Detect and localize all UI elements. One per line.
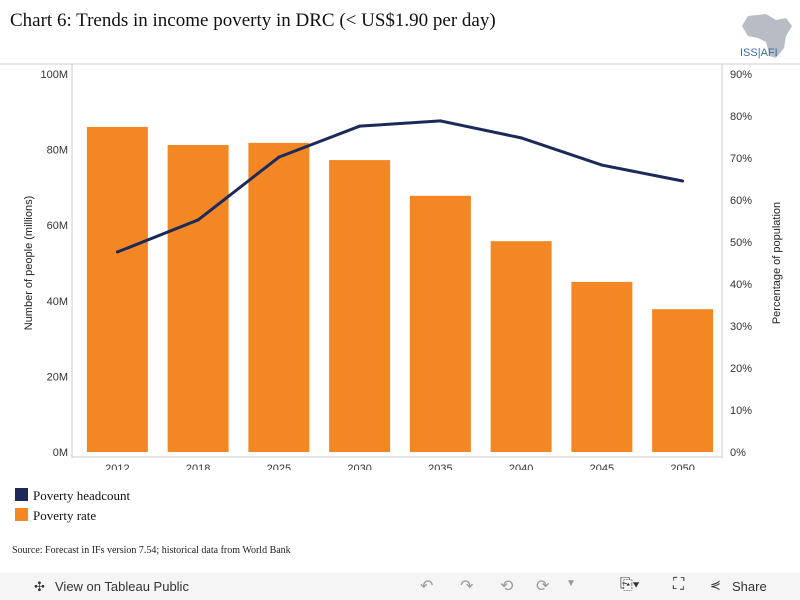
y-right-tick-label: 30% [730,321,752,333]
x-tick-label: 2040 [509,463,533,470]
x-tick-label: 2035 [428,463,452,470]
y-left-tick-label: 60M [47,220,68,232]
bar-2040 [490,241,552,452]
x-tick-label: 2012 [105,463,129,470]
refresh-icon[interactable]: ⟳ [536,578,550,595]
bar-2050 [652,309,714,452]
more-chevron-icon[interactable]: ▼ [566,578,576,589]
y-right-tick-label: 60% [730,195,752,207]
line-point-2025 [277,155,281,159]
y-right-tick-label: 90% [730,69,752,81]
svg-text:ISS|AFI: ISS|AFI [740,47,778,59]
x-tick-label: 2045 [590,463,614,470]
undo-icon[interactable]: ↶ [420,578,434,595]
line-point-2040 [519,136,523,140]
legend-swatch [15,488,28,501]
legend-swatch [15,508,28,521]
line-point-2050 [681,179,685,183]
y-right-tick-label: 70% [730,153,752,165]
bar-2012 [86,126,148,453]
tableau-toolbar: ✣ View on Tableau Public ↶ ↷ ⟲ ⟳ ▼ ⎘▾ ⛶ … [0,573,800,600]
y-left-axis-title: Number of people (millions) [23,196,35,331]
bar-2035 [409,195,471,453]
redo-icon[interactable]: ↷ [460,578,474,595]
legend-item-rate[interactable]: Poverty rate [15,508,96,524]
y-left-tick-label: 40M [47,296,68,308]
y-right-axis-title: Percentage of population [771,202,783,324]
share-icon[interactable]: ⋞ [710,577,721,592]
fullscreen-icon[interactable]: ⛶ [673,576,685,593]
line-point-2012 [115,250,119,254]
iss-africa-logo: ISS|AFI [740,14,792,59]
y-left-tick-label: 0M [53,447,68,459]
bar-2045 [571,281,633,452]
chart-area: 0M 20M 40M 60M 80M 100M 0% 10% 20% 30% 40% 50% 60% 70… [0,63,800,470]
tableau-icon: ✣ [34,579,45,594]
y-right-tick-label: 80% [730,111,752,123]
bar-2030 [329,160,391,452]
y-left-tick-label: 100M [40,69,68,81]
y-right-tick-label: 0% [730,447,746,459]
x-tick-label: 2025 [267,463,291,470]
x-tick-label: 2050 [670,463,694,470]
download-icon[interactable]: ⎘▾ [620,576,640,593]
line-point-2030 [358,124,362,128]
revert-icon[interactable]: ⟲ [500,578,514,595]
bar-2025 [248,142,310,452]
share-button[interactable]: Share [732,579,767,594]
bar-2018 [167,144,229,453]
line-point-2045 [600,163,604,167]
legend-label: Poverty rate [33,508,97,523]
x-tick-label: 2018 [186,463,210,470]
y-right-tick-label: 50% [730,237,752,249]
source-note: Source: Forecast in IFs version 7.54; hi… [12,545,291,556]
headcount-line [116,119,683,254]
line-point-2018 [196,218,200,222]
view-on-tableau-link[interactable]: View on Tableau Public [55,579,189,594]
line-point-2035 [438,119,442,123]
y-right-tick-label: 20% [730,363,752,375]
y-right-tick-label: 10% [730,405,752,417]
x-tick-label: 2030 [347,463,371,470]
legend-label: Poverty headcount [33,488,131,503]
y-left-tick-label: 20M [47,371,68,383]
legend-item-headcount[interactable]: Poverty headcount [15,488,130,504]
y-right-tick-label: 40% [730,279,752,291]
chart-title: Chart 6: Trends in income poverty in DRC… [10,10,496,31]
y-left-tick-label: 80M [47,145,68,157]
